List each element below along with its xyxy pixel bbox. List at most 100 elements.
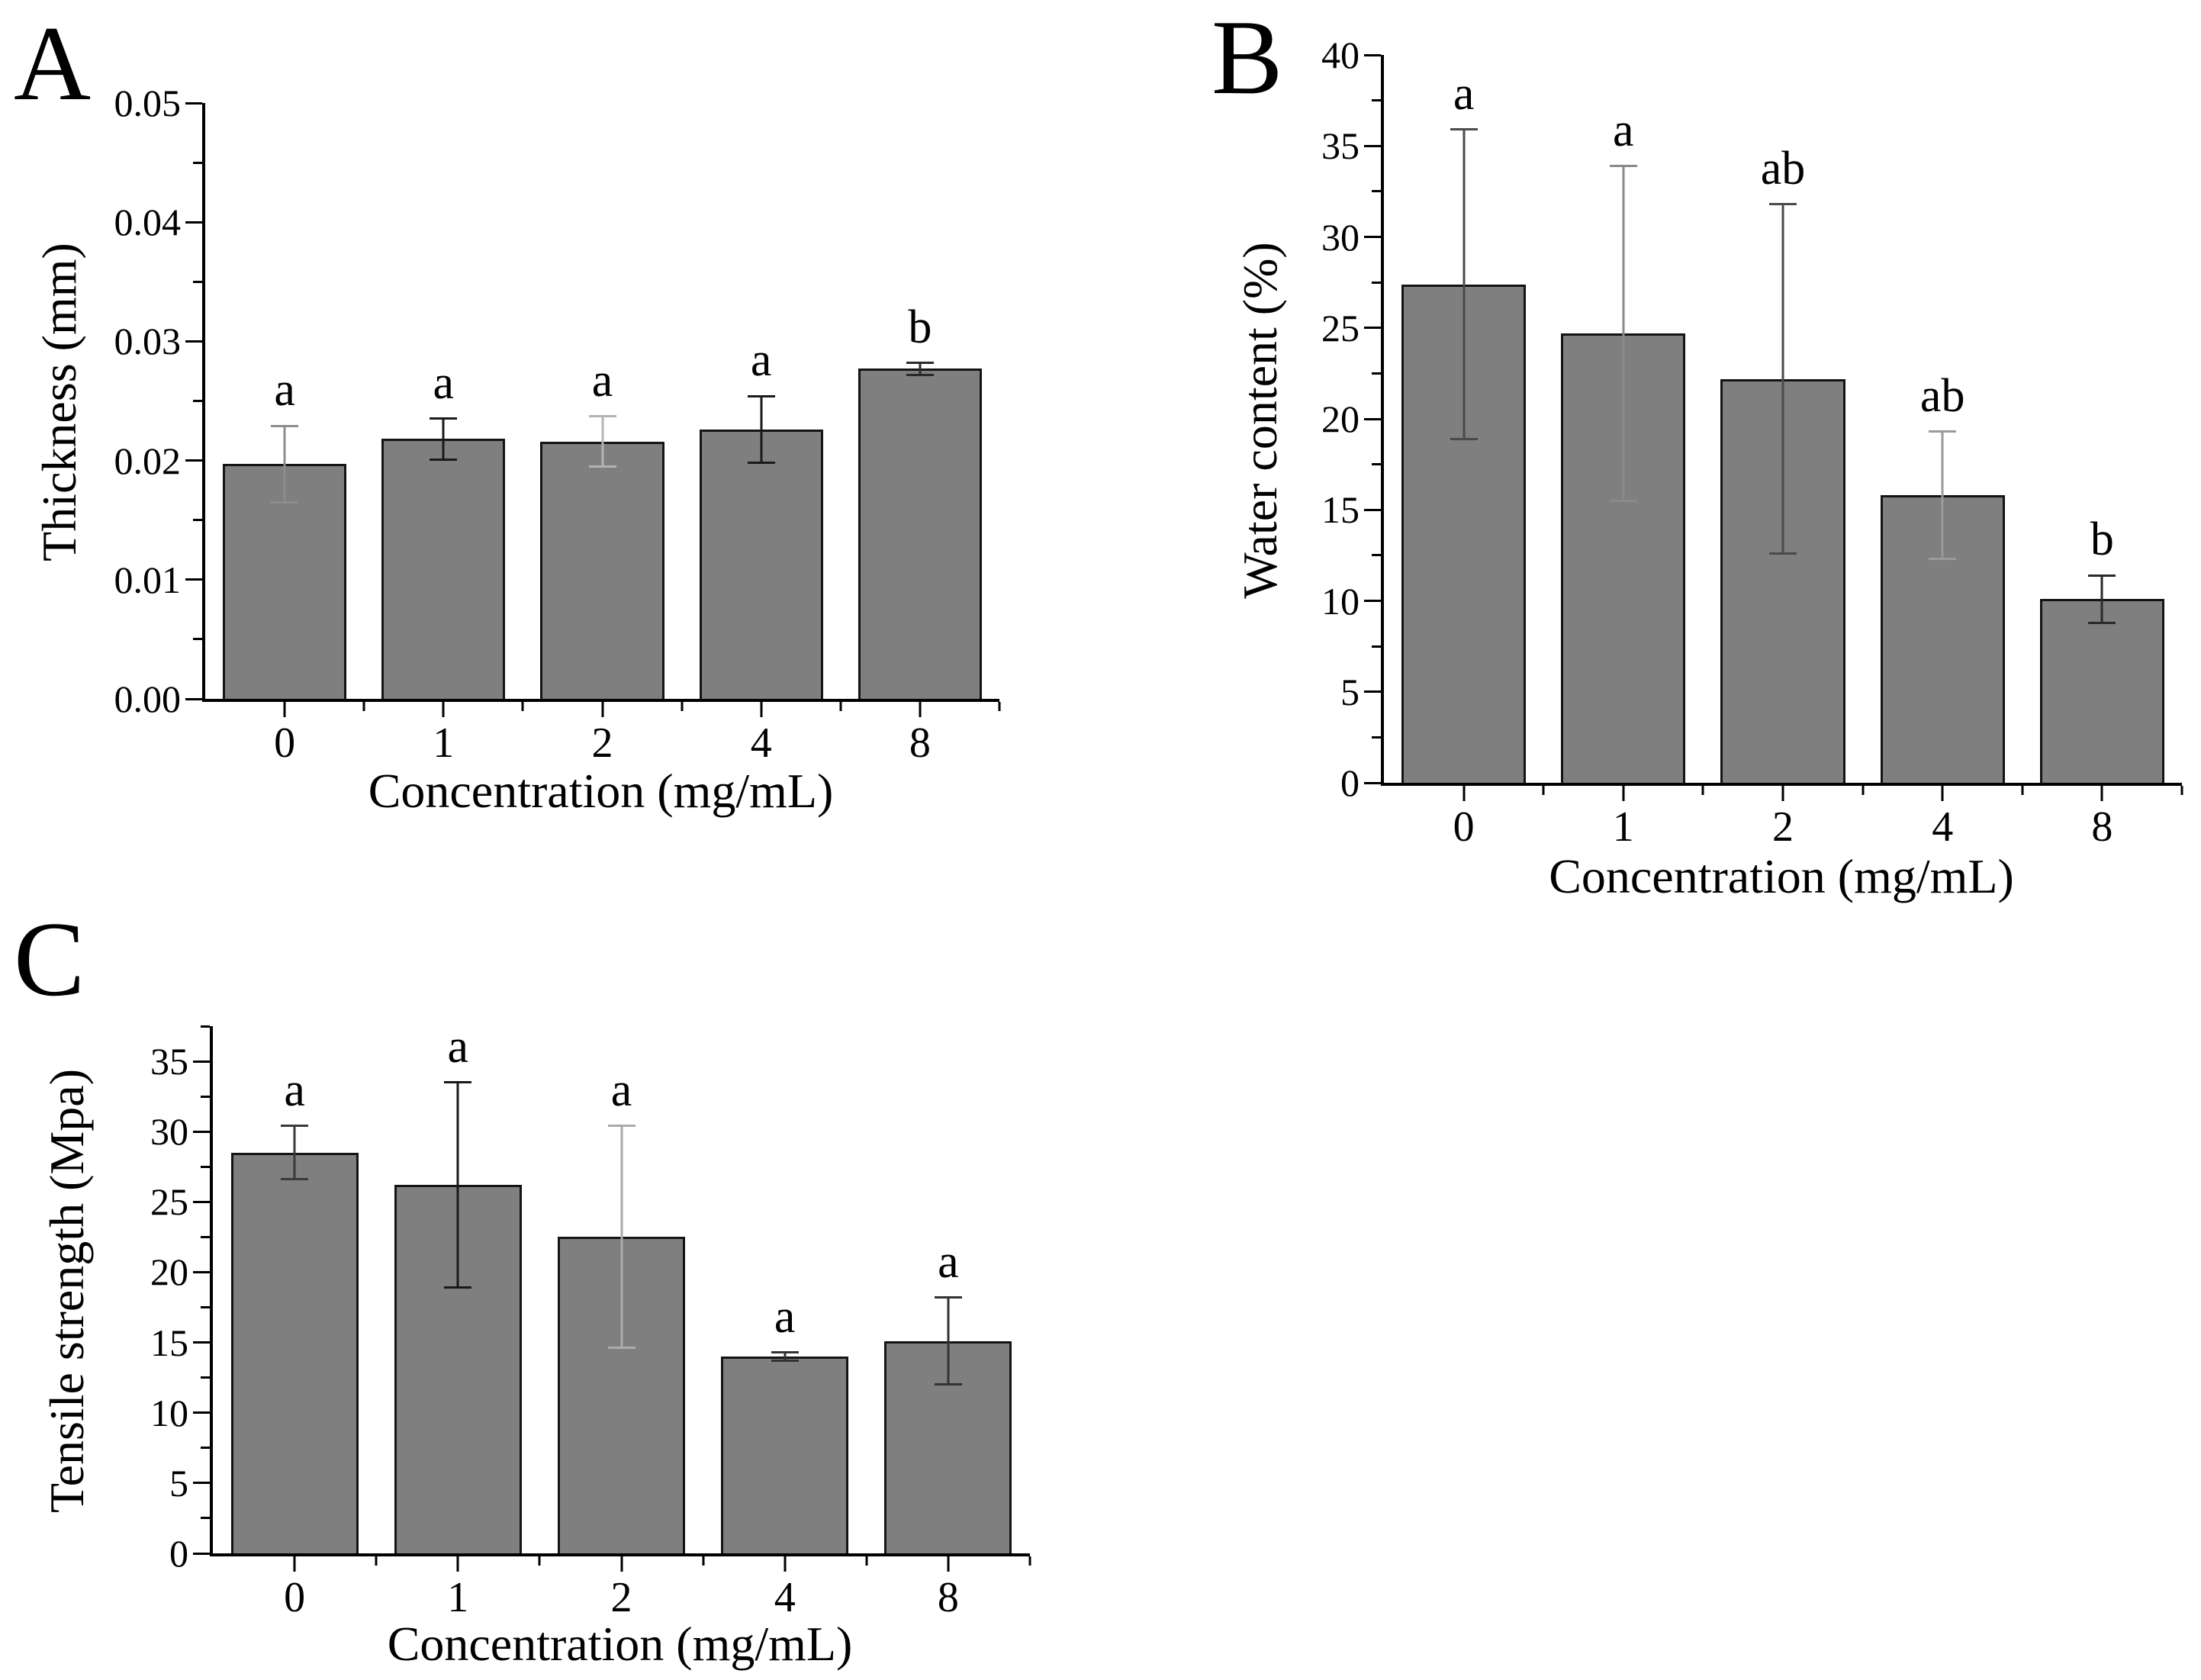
y-axis-tick-label: 20 (1321, 397, 1360, 440)
y-axis-title-tensile-strength: Tensile strength (Mpa) (40, 1068, 94, 1514)
error-bar (620, 1125, 623, 1348)
y-axis-minor-tick (1372, 372, 1381, 375)
significance-letter: a (1613, 104, 1634, 156)
x-axis-minor-tick (2180, 786, 2183, 795)
significance-letter: b (2090, 513, 2114, 566)
x-axis-tick (2100, 786, 2103, 801)
y-axis-tick (185, 697, 202, 700)
y-axis-tick (185, 101, 202, 105)
y-axis-minor-tick (201, 1025, 210, 1028)
y-axis-tick (193, 1200, 210, 1203)
y-axis-minor-tick (1372, 645, 1381, 648)
error-bar (442, 418, 445, 460)
x-axis-tick (601, 702, 603, 717)
x-axis-tick (293, 1556, 296, 1572)
y-axis-tick (1364, 236, 1381, 238)
y-axis-minor-tick (201, 1517, 210, 1520)
x-axis-minor-tick (702, 1556, 705, 1566)
y-axis-tick-label: 25 (1321, 306, 1360, 349)
significance-letter: a (1453, 67, 1475, 120)
x-axis-tick-label: 8 (909, 719, 931, 767)
error-bar-cap (271, 424, 299, 427)
y-axis-minor-tick (193, 161, 202, 164)
error-bar-cap (607, 1347, 636, 1350)
significance-letter: b (908, 301, 932, 353)
x-axis-tick-label: 2 (591, 719, 613, 767)
error-bar (947, 1297, 950, 1385)
y-axis-tick (185, 578, 202, 581)
y-axis-tick-label: 5 (1340, 670, 1360, 713)
x-axis-minor-tick (681, 702, 684, 711)
y-axis-tick-label: 15 (1321, 488, 1360, 532)
x-axis-tick (283, 702, 286, 717)
error-bar-cap (771, 1360, 799, 1363)
bar (230, 1152, 359, 1553)
significance-letter: a (447, 1020, 469, 1073)
x-axis-tick-label: 8 (937, 1574, 959, 1621)
x-axis-tick-label: 8 (2091, 803, 2113, 851)
error-bar-cap (906, 373, 934, 376)
y-axis-tick (1364, 781, 1381, 784)
y-axis-tick (1364, 327, 1381, 330)
x-axis-tick (947, 1556, 950, 1572)
y-axis-tick-label: 40 (1321, 34, 1360, 76)
error-bar-cap (1929, 558, 1957, 561)
x-axis-title-a: Concentration (mg/mL) (368, 764, 834, 818)
x-axis-minor-tick (538, 1556, 541, 1566)
y-axis-tick-label: 0.01 (114, 558, 182, 601)
bar (699, 430, 823, 699)
x-axis-tick-label: 0 (1453, 803, 1475, 851)
error-bar (919, 362, 922, 375)
y-axis-tick-label: 35 (150, 1040, 188, 1083)
error-bar (456, 1082, 459, 1288)
error-bar-cap (607, 1125, 636, 1128)
x-axis-tick-label: 1 (433, 719, 455, 767)
x-axis-tick-label: 4 (774, 1574, 796, 1621)
y-axis-tick (193, 1482, 210, 1485)
error-bar (1941, 431, 1944, 559)
x-axis-minor-tick (1701, 786, 1704, 795)
x-axis-minor-tick (839, 702, 842, 711)
x-axis-minor-tick (998, 702, 1001, 711)
error-bar-cap (281, 1125, 309, 1128)
y-axis-minor-tick (1372, 554, 1381, 557)
x-axis-tick-label: 1 (447, 1574, 469, 1621)
y-axis-tick-label: 0.00 (114, 677, 182, 720)
y-axis-minor-tick (201, 1095, 210, 1098)
bar (721, 1357, 849, 1553)
y-axis-minor-tick (201, 1306, 210, 1309)
y-axis-minor-tick (1372, 735, 1381, 739)
y-axis-tick (193, 1060, 210, 1063)
error-bar-cap (430, 417, 458, 420)
significance-letter: a (610, 1064, 632, 1116)
x-axis-minor-tick (865, 1556, 868, 1566)
y-axis-minor-tick (201, 1165, 210, 1168)
y-axis-tick-label: 0 (1340, 761, 1360, 804)
y-axis-minor-tick (1372, 281, 1381, 284)
panel-letter-a: A (14, 5, 92, 123)
error-bar-cap (1609, 165, 1637, 167)
x-axis-tick (760, 702, 763, 717)
y-axis-tick-label: 10 (1321, 579, 1360, 623)
bar (381, 439, 506, 699)
error-bar-cap (1609, 499, 1637, 502)
x-axis-tick-label: 1 (1612, 803, 1634, 851)
y-axis-tick-label: 25 (150, 1180, 188, 1224)
y-axis-minor-tick (193, 400, 202, 402)
error-bar-cap (771, 1351, 799, 1353)
plot-area-a: 0.00 0.01 0.02 0.03 0.04 0.05 a 0 a 1 a 2 a 4 b 8 (114, 84, 1001, 764)
error-bar-cap (444, 1081, 472, 1084)
y-axis-tick-label: 0.02 (114, 439, 182, 482)
y-axis-tick (185, 459, 202, 462)
error-bar-cap (1929, 430, 1957, 433)
error-bar (1622, 166, 1625, 501)
error-bar-cap (444, 1286, 472, 1289)
y-axis-tick (1364, 144, 1381, 147)
significance-letter: ab (1919, 369, 1965, 422)
error-bar (760, 396, 763, 463)
x-axis-tick (919, 702, 922, 717)
panel-letter-b: B (1212, 0, 1283, 117)
error-bar-cap (747, 462, 775, 465)
y-axis-tick (193, 1552, 210, 1555)
y-axis-title-water-content: Water content (%) (1233, 242, 1287, 599)
